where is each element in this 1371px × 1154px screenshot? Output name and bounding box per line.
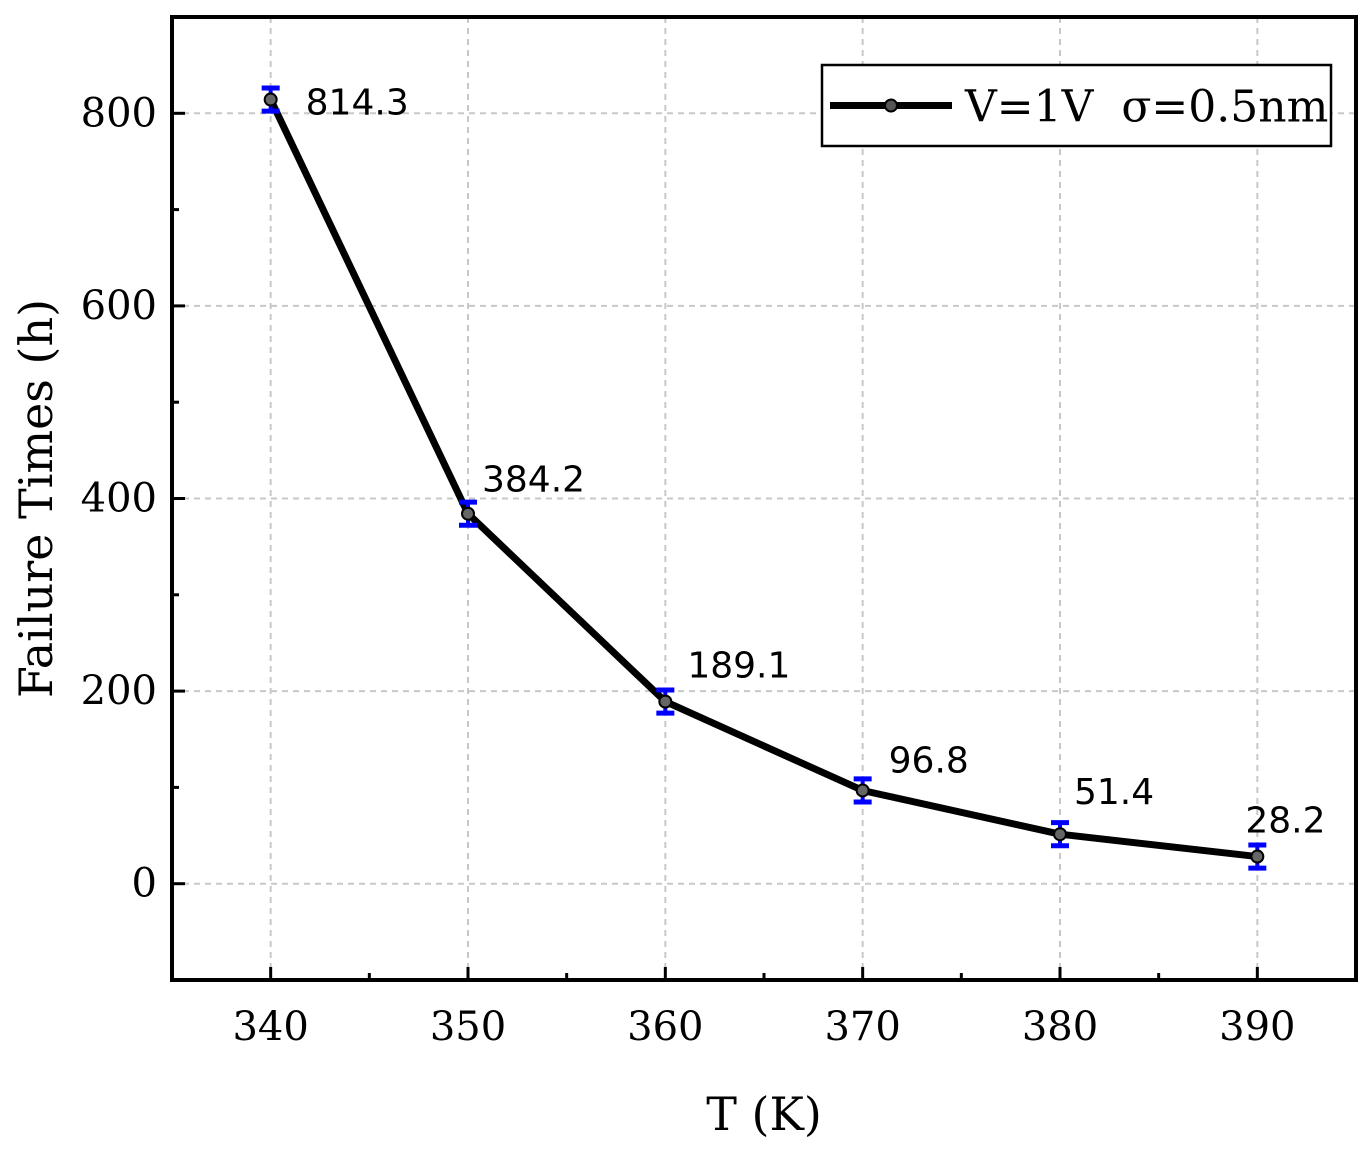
data-point (1053, 827, 1067, 842)
x-tick-label: 350 (430, 1004, 506, 1050)
y-tick-label: 0 (132, 861, 157, 907)
data-label: 189.1 (687, 646, 790, 687)
series: 814.3 384.2 189.1 96.8 51.4 28.2 (261, 83, 1325, 871)
legend-marker-sample (884, 98, 898, 113)
legend-entry: V=1V σ=0.5nm (964, 82, 1328, 133)
data-label: 384.2 (482, 460, 585, 501)
y-tick-label: 600 (81, 283, 157, 329)
y-axis-ticks: 0 200 400 600 800 (81, 90, 185, 907)
data-label: 51.4 (1074, 772, 1154, 813)
data-point (263, 92, 278, 107)
data-point (855, 783, 870, 798)
legend: V=1V σ=0.5nm (820, 63, 1333, 148)
x-tick-label: 340 (232, 1004, 308, 1050)
data-point (658, 694, 673, 709)
y-axis-title: Failure Times (h) (9, 299, 63, 698)
x-axis-title: T (K) (706, 1087, 822, 1141)
y-tick-label: 800 (81, 90, 157, 136)
y-tick-label: 400 (81, 476, 157, 522)
data-point (1250, 849, 1265, 864)
series-line (267, 98, 1258, 861)
y-tick-label: 200 (81, 668, 157, 714)
data-label: 28.2 (1245, 801, 1325, 842)
x-axis-ticks: 340 350 360 370 380 390 (232, 967, 1296, 1050)
x-tick-label: 380 (1022, 1004, 1098, 1050)
data-point (461, 506, 475, 521)
data-label: 814.3 (306, 83, 409, 124)
data-label: 96.8 (889, 740, 969, 781)
x-tick-label: 360 (627, 1004, 703, 1050)
x-tick-label: 390 (1219, 1004, 1295, 1050)
x-tick-label: 370 (824, 1004, 900, 1050)
grid (172, 17, 1356, 980)
